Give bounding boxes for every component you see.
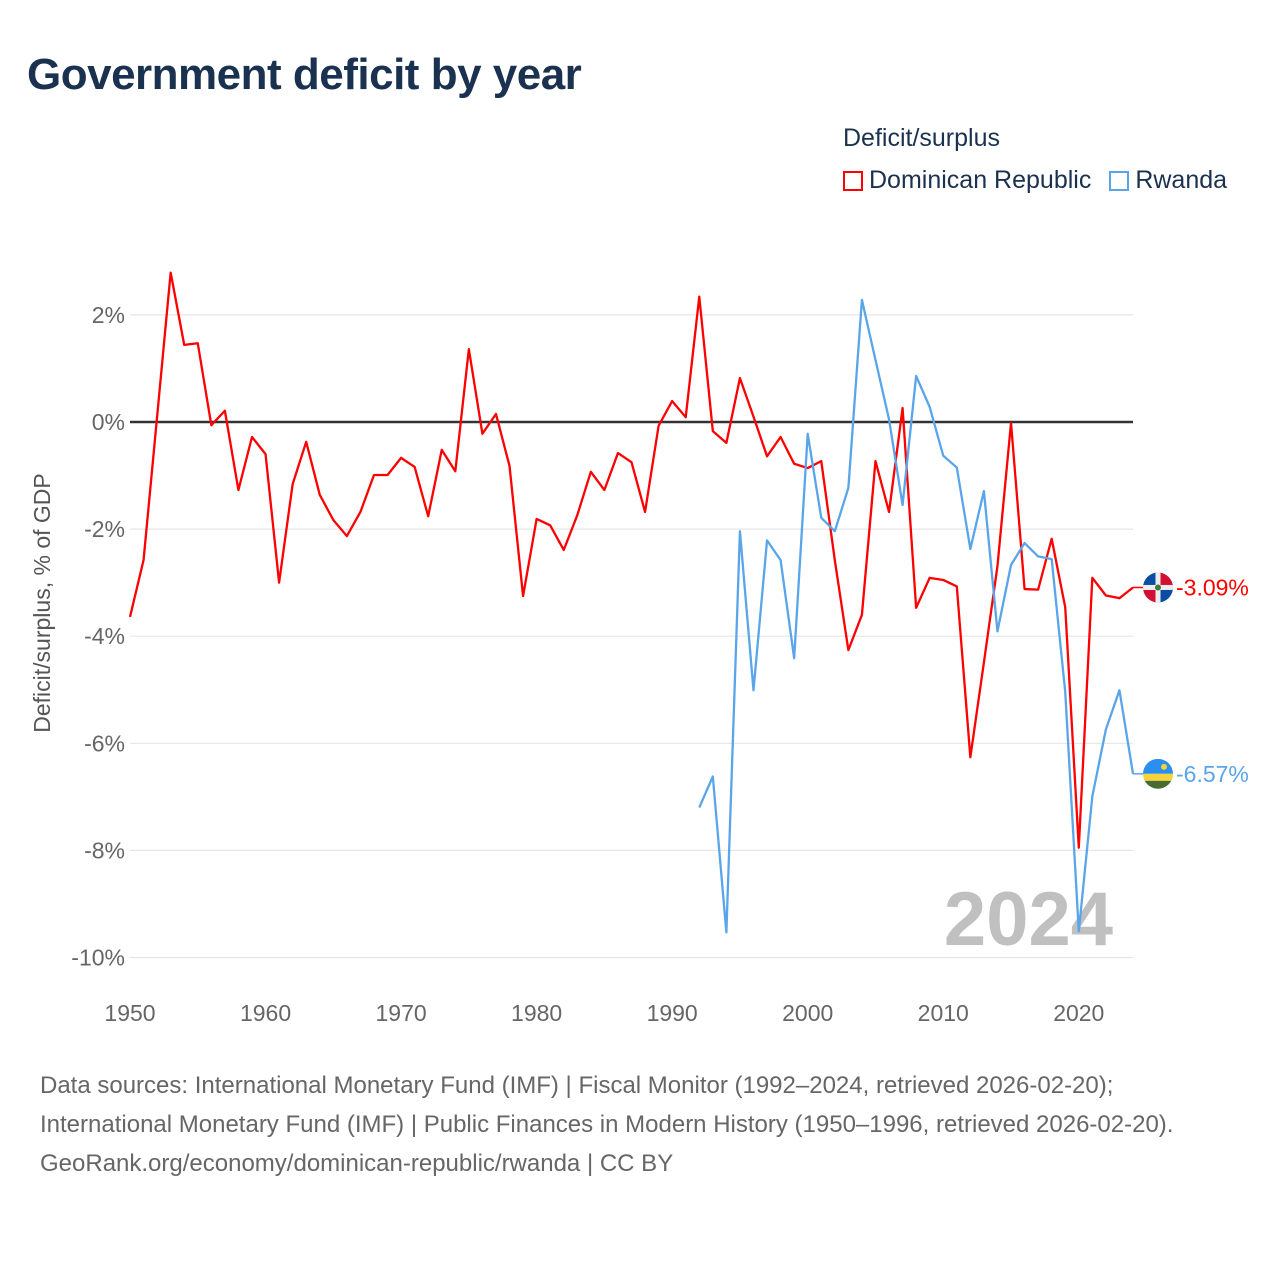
flag-band bbox=[1143, 758, 1173, 774]
x-tick-label: 2000 bbox=[782, 1000, 833, 1026]
rwanda-flag-icon bbox=[1143, 758, 1173, 789]
flag-body bbox=[1143, 572, 1173, 603]
legend-label: Dominican Republic bbox=[869, 166, 1092, 194]
data-sources: Data sources: International Monetary Fun… bbox=[40, 1072, 1174, 1138]
chart-title: Government deficit by year bbox=[27, 50, 582, 99]
x-tick-label: 2010 bbox=[918, 1000, 969, 1026]
line-chart: 2% 0% -2% -4% -6% -8% -10% 1950 1960 1970 1980 1990… bbox=[29, 271, 1249, 1026]
credit-link[interactable]: GeoRank.org/economy/dominican-republic/r… bbox=[40, 1150, 674, 1177]
y-tick-label: 2% bbox=[92, 302, 125, 328]
flag-emblem bbox=[1155, 584, 1161, 591]
y-tick-label: -8% bbox=[84, 837, 125, 863]
footer: Data sources: International Monetary Fun… bbox=[40, 1066, 1240, 1183]
legend-label: Rwanda bbox=[1135, 166, 1228, 194]
flag-body bbox=[1143, 758, 1173, 789]
y-tick-label: 0% bbox=[92, 409, 125, 435]
flag-band bbox=[1143, 780, 1173, 789]
legend-item-dominican-republic[interactable]: Dominican Republic bbox=[843, 166, 1091, 195]
legend-title: Deficit/surplus bbox=[843, 124, 1000, 152]
y-tick-label: -4% bbox=[84, 623, 125, 649]
series-line-rwanda bbox=[698, 298, 1135, 934]
x-tick-label: 1950 bbox=[104, 1000, 155, 1026]
dominican-republic-flag-icon bbox=[1143, 572, 1173, 603]
flag-sun bbox=[1161, 763, 1167, 770]
y-axis-label: Deficit/surplus, % of GDP bbox=[29, 473, 55, 732]
x-tick-label: 1990 bbox=[647, 1000, 698, 1026]
series-line-dominican-republic bbox=[128, 271, 1134, 849]
legend: Dominican Republic Rwanda bbox=[843, 166, 1227, 195]
legend-swatch-rwanda bbox=[1109, 170, 1130, 191]
x-tick-label: 2020 bbox=[1053, 1000, 1104, 1026]
end-value-label: -6.57% bbox=[1176, 761, 1249, 787]
y-tick-label: -10% bbox=[71, 945, 125, 971]
year-watermark: 2024 bbox=[944, 877, 1113, 962]
y-tick-label: -6% bbox=[84, 730, 125, 756]
legend-item-rwanda[interactable]: Rwanda bbox=[1109, 166, 1227, 195]
flag-band bbox=[1143, 773, 1173, 781]
end-value-label: -3.09% bbox=[1176, 574, 1249, 600]
y-tick-label: -2% bbox=[84, 516, 125, 542]
x-tick-label: 1970 bbox=[375, 1000, 426, 1026]
x-tick-label: 1960 bbox=[240, 1000, 291, 1026]
x-tick-label: 1980 bbox=[511, 1000, 562, 1026]
legend-swatch-dominican-republic bbox=[843, 170, 863, 191]
